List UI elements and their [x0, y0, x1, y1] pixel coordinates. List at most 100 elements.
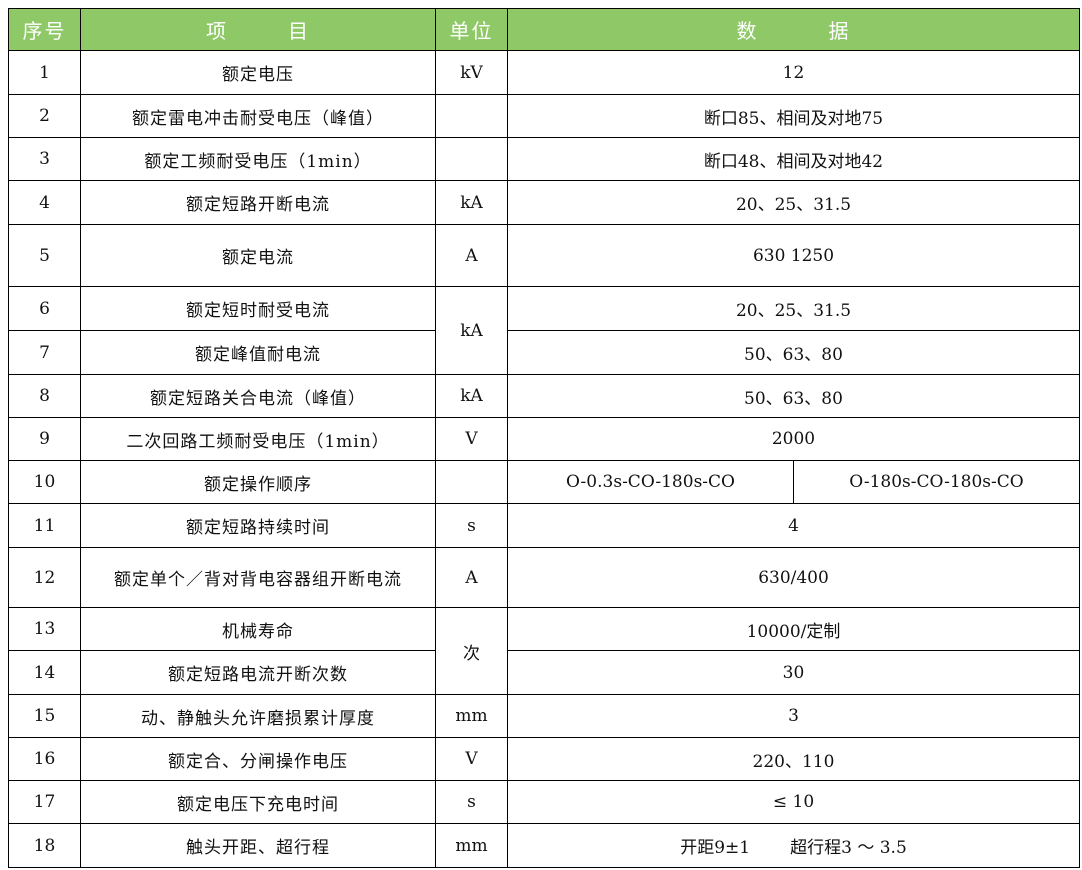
row-item: 额定电压下充电时间 [80, 780, 436, 824]
row-number: 13 [8, 607, 81, 651]
row-unit: V [435, 737, 508, 781]
row-item: 额定峰值耐电流 [80, 330, 436, 375]
row-unit: s [435, 503, 508, 548]
row-data: O-0.3s-CO-180s-CO [507, 460, 794, 504]
row-data: 50、63、80 [507, 330, 1080, 375]
header-data-b: 据 [828, 19, 851, 43]
row-data: 630/400 [507, 547, 1080, 608]
row-unit: A [435, 224, 508, 287]
row-number: 3 [8, 137, 81, 181]
row-number: 7 [8, 330, 81, 375]
row-data: 断口85、相间及对地75 [507, 94, 1080, 138]
row-number: 9 [8, 417, 81, 461]
row-data: 30 [507, 650, 1080, 695]
row-item: 额定操作顺序 [80, 460, 436, 504]
row-item: 二次回路工频耐受电压（1min） [80, 417, 436, 461]
row-item: 额定电流 [80, 224, 436, 287]
row-data: 10000/定制 [507, 607, 1080, 651]
table-row: 2 额定雷电冲击耐受电压（峰值） 断口85、相间及对地75 [8, 94, 1080, 138]
row-number: 1 [8, 50, 81, 95]
row-unit: kA [435, 374, 508, 418]
table-row: 10 额定操作顺序 O-0.3s-CO-180s-CO O-180s-CO-180s-… [8, 460, 1080, 504]
row-unit: s [435, 780, 508, 824]
row-unit: kA [435, 286, 508, 375]
row-item: 额定短路持续时间 [80, 503, 436, 548]
table-row: 9 二次回路工频耐受电压（1min） V 2000 [8, 417, 1080, 461]
table-row: 3 额定工频耐受电压（1min） 断口48、相间及对地42 [8, 137, 1080, 181]
row-item: 额定短路关合电流（峰值） [80, 374, 436, 418]
row-item: 额定电压 [80, 50, 436, 95]
table-row: 18 触头开距、超行程 mm 开距9±1 超行程3 ～ 3.5 [8, 823, 1080, 868]
row-number: 15 [8, 694, 81, 738]
row-number: 17 [8, 780, 81, 824]
table-row: 15 动、静触头允许磨损累计厚度 mm 3 [8, 694, 1080, 738]
table-row: 7 额定峰值耐电流 50、63、80 [8, 330, 1080, 375]
row-unit [435, 460, 508, 504]
table-row: 12 额定单个／背对背电容器组开断电流 A 630/400 [8, 547, 1080, 608]
row-unit: V [435, 417, 508, 461]
row-item: 额定短路开断电流 [80, 180, 436, 225]
row-number: 10 [8, 460, 81, 504]
row-number: 4 [8, 180, 81, 225]
row-number: 5 [8, 224, 81, 287]
row-number: 6 [8, 286, 81, 331]
table-row: 14 额定短路电流开断次数 30 [8, 650, 1080, 695]
row-item: 额定短路电流开断次数 [80, 650, 436, 695]
table-row: 1 额定电压 kV 12 [8, 50, 1080, 95]
row-data: 630 1250 [507, 224, 1080, 287]
row-data: ≤ 10 [507, 780, 1080, 824]
table-row: 6 额定短时耐受电流 kA 20、25、31.5 [8, 286, 1080, 375]
row-item: 额定合、分闸操作电压 [80, 737, 436, 781]
row-data-part: 超行程3 ～ 3.5 [790, 838, 907, 858]
row-unit: mm [435, 694, 508, 738]
header-data: 数据 [507, 8, 1080, 51]
row-item: 额定工频耐受电压（1min） [80, 137, 436, 181]
header-item-b: 目 [288, 19, 310, 43]
row-item: 动、静触头允许磨损累计厚度 [80, 694, 436, 738]
row-item: 额定单个／背对背电容器组开断电流 [80, 547, 436, 608]
row-item: 额定雷电冲击耐受电压（峰值） [80, 94, 436, 138]
row-data-part: 开距9±1 [680, 838, 751, 858]
row-number: 8 [8, 374, 81, 418]
row-item: 触头开距、超行程 [80, 823, 436, 868]
row-unit: 次 [435, 607, 508, 695]
header-item: 项目 [80, 8, 436, 51]
row-unit [435, 94, 508, 138]
row-unit: mm [435, 823, 508, 868]
table-row: 13 机械寿命次 10000/定制 [8, 607, 1080, 695]
table-row: 16 额定合、分闸操作电压 V 220、110 [8, 737, 1080, 781]
header-unit: 单位 [435, 8, 508, 51]
table-row: 17 额定电压下充电时间 s ≤ 10 [8, 780, 1080, 824]
row-unit: A [435, 547, 508, 608]
row-data-2: O-180s-CO-180s-CO [793, 460, 1080, 504]
row-number: 12 [8, 547, 81, 608]
table-row: 8 额定短路关合电流（峰值） kA 50、63、80 [8, 374, 1080, 418]
row-number: 11 [8, 503, 81, 548]
row-number: 14 [8, 650, 81, 695]
row-data: 20、25、31.5 [507, 180, 1080, 225]
spec-table: 序号 项目 单位 数据 1 额定电压 kV 12 2 额定雷电冲击耐受电压（峰值） 断口85… [8, 8, 1080, 868]
row-data: 50、63、80 [507, 374, 1080, 418]
row-unit: kA [435, 180, 508, 225]
row-data: 12 [507, 50, 1080, 95]
row-data: 断口48、相间及对地42 [507, 137, 1080, 181]
row-item: 机械寿命 [80, 607, 436, 651]
row-data: 开距9±1 超行程3 ～ 3.5 [507, 823, 1080, 868]
row-item: 额定短时耐受电流 [80, 286, 436, 331]
row-number: 16 [8, 737, 81, 781]
row-data: 2000 [507, 417, 1080, 461]
row-data: 3 [507, 694, 1080, 738]
row-data: 20、25、31.5 [507, 286, 1080, 331]
row-number: 2 [8, 94, 81, 138]
table-row: 5 额定电流 A 630 1250 [8, 224, 1080, 287]
header-data-a: 数 [736, 19, 759, 43]
row-data: 4 [507, 503, 1080, 548]
table-row: 4 额定短路开断电流 kA 20、25、31.5 [8, 180, 1080, 225]
table-row: 11 额定短路持续时间 s 4 [8, 503, 1080, 548]
header-item-a: 项 [206, 19, 228, 43]
row-unit [435, 137, 508, 181]
row-data: 220、110 [507, 737, 1080, 781]
header-row: 序号 项目 单位 数据 [8, 8, 1080, 51]
row-number: 18 [8, 823, 81, 868]
header-no: 序号 [8, 8, 81, 51]
